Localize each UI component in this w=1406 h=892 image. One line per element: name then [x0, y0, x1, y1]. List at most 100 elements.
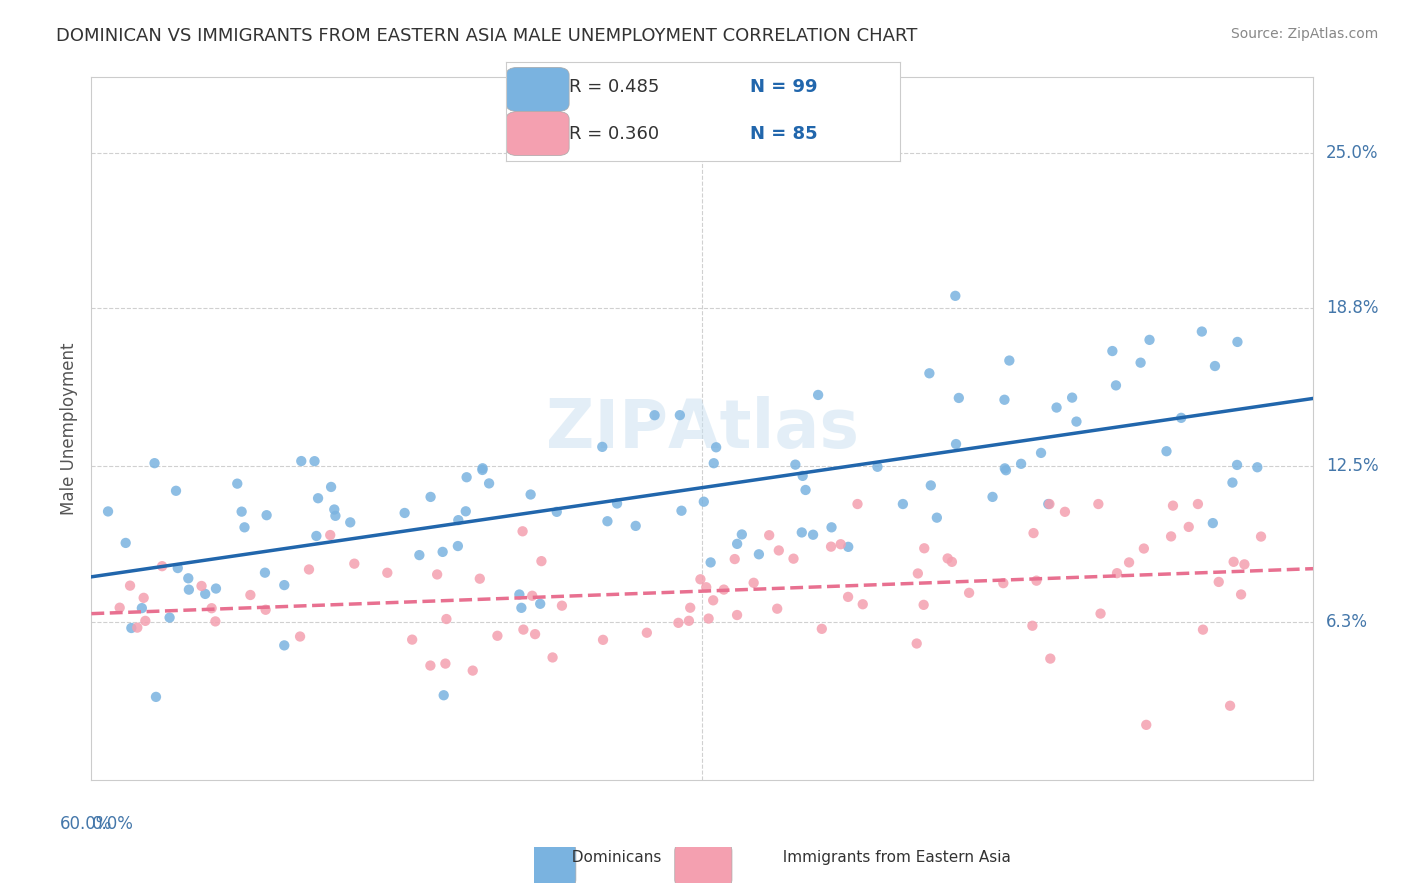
Point: [1226, 334, 1249, 349]
Point: [546, 505, 568, 519]
Point: [792, 468, 814, 483]
Point: [704, 440, 727, 454]
Point: [994, 463, 1017, 477]
Point: [1202, 516, 1225, 530]
Point: [1038, 497, 1060, 511]
Point: [1222, 555, 1244, 569]
Point: [998, 353, 1021, 368]
Point: [512, 623, 534, 637]
Text: R = 0.485: R = 0.485: [569, 78, 659, 96]
Point: [724, 552, 747, 566]
Point: [508, 587, 530, 601]
Point: [447, 539, 470, 553]
Point: [636, 625, 658, 640]
Point: [519, 487, 541, 501]
Point: [1226, 458, 1249, 472]
Point: [1139, 333, 1161, 347]
Text: DOMINICAN VS IMMIGRANTS FROM EASTERN ASIA MALE UNEMPLOYMENT CORRELATION CHART: DOMINICAN VS IMMIGRANTS FROM EASTERN ASI…: [56, 27, 918, 45]
Point: [1066, 415, 1088, 429]
Point: [114, 536, 136, 550]
Point: [408, 548, 430, 562]
Point: [785, 458, 807, 472]
Point: [1029, 446, 1052, 460]
Point: [254, 603, 277, 617]
Point: [811, 622, 834, 636]
Point: [1021, 619, 1043, 633]
Point: [339, 516, 361, 530]
Point: [426, 567, 449, 582]
Point: [120, 621, 142, 635]
Point: [912, 598, 935, 612]
Point: [343, 557, 366, 571]
Point: [432, 545, 454, 559]
Point: [204, 615, 226, 629]
Point: [1156, 444, 1178, 458]
Text: 18.8%: 18.8%: [1326, 300, 1378, 318]
Point: [512, 524, 534, 539]
Point: [994, 461, 1017, 475]
Point: [678, 614, 700, 628]
Point: [943, 289, 966, 303]
Point: [375, 566, 398, 580]
Point: [461, 664, 484, 678]
Point: [522, 589, 544, 603]
Point: [177, 582, 200, 597]
Point: [837, 590, 859, 604]
Point: [524, 627, 547, 641]
Point: [742, 575, 765, 590]
Point: [288, 630, 311, 644]
Point: [679, 600, 702, 615]
Point: [194, 587, 217, 601]
Point: [1053, 505, 1076, 519]
Point: [323, 502, 346, 516]
Point: [905, 636, 928, 650]
Text: 6.3%: 6.3%: [1326, 613, 1368, 631]
Point: [1170, 410, 1192, 425]
Point: [1191, 325, 1213, 339]
Point: [846, 497, 869, 511]
Point: [1230, 587, 1253, 601]
Point: [419, 658, 441, 673]
Point: [127, 621, 149, 635]
Point: [456, 470, 478, 484]
Point: [530, 554, 553, 568]
Text: R = 0.360: R = 0.360: [569, 125, 659, 143]
Point: [725, 537, 748, 551]
Point: [591, 440, 613, 454]
Point: [669, 408, 692, 422]
Point: [1233, 558, 1256, 572]
Point: [703, 456, 725, 470]
Point: [190, 579, 212, 593]
Point: [159, 610, 181, 624]
Point: [118, 579, 141, 593]
Point: [273, 578, 295, 592]
Point: [166, 561, 188, 575]
Point: [319, 480, 342, 494]
Point: [1025, 574, 1047, 588]
Point: [830, 537, 852, 551]
Point: [226, 476, 249, 491]
Point: [666, 615, 689, 630]
Text: Source: ZipAtlas.com: Source: ZipAtlas.com: [1230, 27, 1378, 41]
Point: [891, 497, 914, 511]
Point: [699, 556, 721, 570]
Point: [748, 547, 770, 561]
Point: [758, 528, 780, 542]
FancyBboxPatch shape: [506, 68, 569, 112]
Text: 12.5%: 12.5%: [1326, 458, 1378, 475]
Point: [233, 520, 256, 534]
Point: [925, 510, 948, 524]
Point: [837, 540, 859, 554]
Point: [307, 491, 329, 506]
Point: [702, 593, 724, 607]
Text: N = 99: N = 99: [751, 78, 818, 96]
Point: [325, 508, 347, 523]
Text: Dominicans: Dominicans: [562, 850, 662, 865]
Point: [97, 504, 120, 518]
Point: [671, 504, 693, 518]
Point: [945, 437, 967, 451]
Point: [1187, 497, 1209, 511]
Point: [768, 543, 790, 558]
Point: [1135, 718, 1157, 732]
Point: [907, 566, 929, 581]
